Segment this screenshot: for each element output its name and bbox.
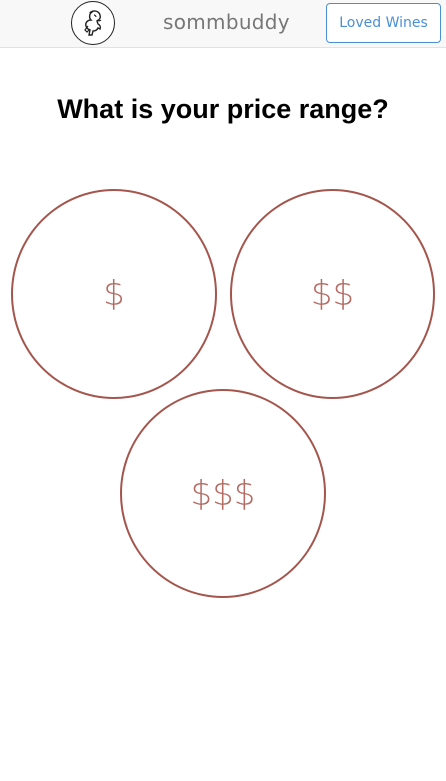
price-option-label: $ [103,274,125,314]
price-option-medium[interactable]: $$ [230,189,435,399]
brand-name[interactable]: sommbuddy [163,10,290,34]
price-option-low[interactable]: $ [11,189,217,399]
page-title: What is your price range? [57,94,389,124]
price-option-high[interactable]: $$$ [120,389,326,598]
loved-wines-button[interactable]: Loved Wines [326,3,441,43]
navbar: sommbuddy Loved Wines [0,0,446,48]
sommelier-logo-icon[interactable] [71,1,115,45]
price-option-label: $$ [310,274,355,314]
logo-graphic [84,10,102,36]
price-option-label: $$$ [190,473,256,514]
